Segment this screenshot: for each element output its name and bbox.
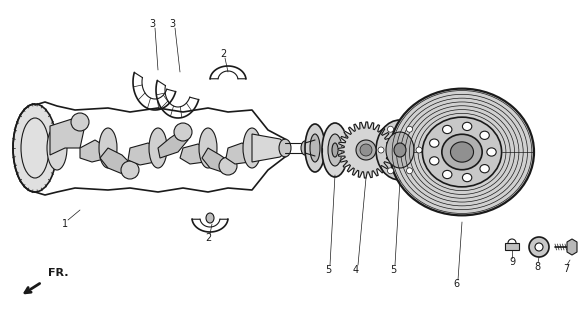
Ellipse shape — [529, 237, 549, 257]
Polygon shape — [202, 148, 230, 173]
Text: 8: 8 — [534, 262, 540, 272]
Ellipse shape — [378, 147, 384, 153]
Ellipse shape — [305, 124, 325, 172]
Text: 6: 6 — [453, 279, 459, 289]
Text: 1: 1 — [62, 219, 68, 229]
Ellipse shape — [206, 213, 214, 223]
Ellipse shape — [416, 147, 422, 153]
Text: 2: 2 — [205, 233, 211, 243]
Ellipse shape — [301, 141, 309, 155]
Polygon shape — [226, 143, 252, 164]
Ellipse shape — [279, 139, 291, 157]
Polygon shape — [128, 143, 158, 165]
Ellipse shape — [430, 157, 439, 165]
Ellipse shape — [387, 168, 393, 174]
Ellipse shape — [480, 164, 490, 173]
Ellipse shape — [199, 128, 217, 168]
Ellipse shape — [386, 132, 414, 168]
Ellipse shape — [71, 113, 89, 131]
Ellipse shape — [328, 134, 342, 166]
Ellipse shape — [356, 140, 376, 160]
Ellipse shape — [394, 143, 406, 157]
Ellipse shape — [219, 157, 237, 175]
Ellipse shape — [443, 125, 452, 134]
Polygon shape — [567, 239, 577, 255]
Ellipse shape — [407, 126, 412, 132]
Text: 3: 3 — [149, 19, 155, 29]
Ellipse shape — [376, 120, 424, 180]
Ellipse shape — [407, 168, 412, 174]
Ellipse shape — [442, 134, 482, 170]
Polygon shape — [338, 122, 394, 178]
Text: 5: 5 — [325, 265, 331, 275]
Text: FR.: FR. — [48, 268, 68, 278]
Ellipse shape — [121, 161, 139, 179]
Ellipse shape — [310, 134, 320, 162]
Ellipse shape — [174, 123, 192, 141]
Text: 7: 7 — [563, 264, 569, 274]
Text: 2: 2 — [220, 49, 226, 59]
Ellipse shape — [462, 122, 472, 131]
Text: 3: 3 — [169, 19, 175, 29]
Text: 4: 4 — [353, 265, 359, 275]
Ellipse shape — [149, 128, 167, 168]
Ellipse shape — [390, 89, 534, 215]
Ellipse shape — [443, 170, 452, 179]
Polygon shape — [180, 144, 208, 164]
Ellipse shape — [535, 243, 543, 251]
Ellipse shape — [243, 128, 261, 168]
Polygon shape — [100, 148, 132, 175]
Polygon shape — [80, 140, 108, 162]
Ellipse shape — [480, 131, 490, 140]
Ellipse shape — [360, 144, 372, 156]
Ellipse shape — [430, 139, 439, 147]
Text: 5: 5 — [390, 265, 396, 275]
Ellipse shape — [387, 126, 393, 132]
Ellipse shape — [99, 128, 117, 168]
Ellipse shape — [47, 126, 67, 170]
Ellipse shape — [13, 104, 57, 192]
FancyBboxPatch shape — [505, 243, 519, 250]
Ellipse shape — [322, 123, 348, 177]
Ellipse shape — [332, 143, 338, 157]
Ellipse shape — [422, 117, 502, 187]
Polygon shape — [50, 118, 85, 155]
Ellipse shape — [487, 148, 496, 156]
Text: 9: 9 — [509, 257, 515, 267]
Ellipse shape — [451, 142, 473, 162]
Polygon shape — [252, 134, 285, 162]
Ellipse shape — [462, 173, 472, 182]
Polygon shape — [158, 130, 188, 158]
